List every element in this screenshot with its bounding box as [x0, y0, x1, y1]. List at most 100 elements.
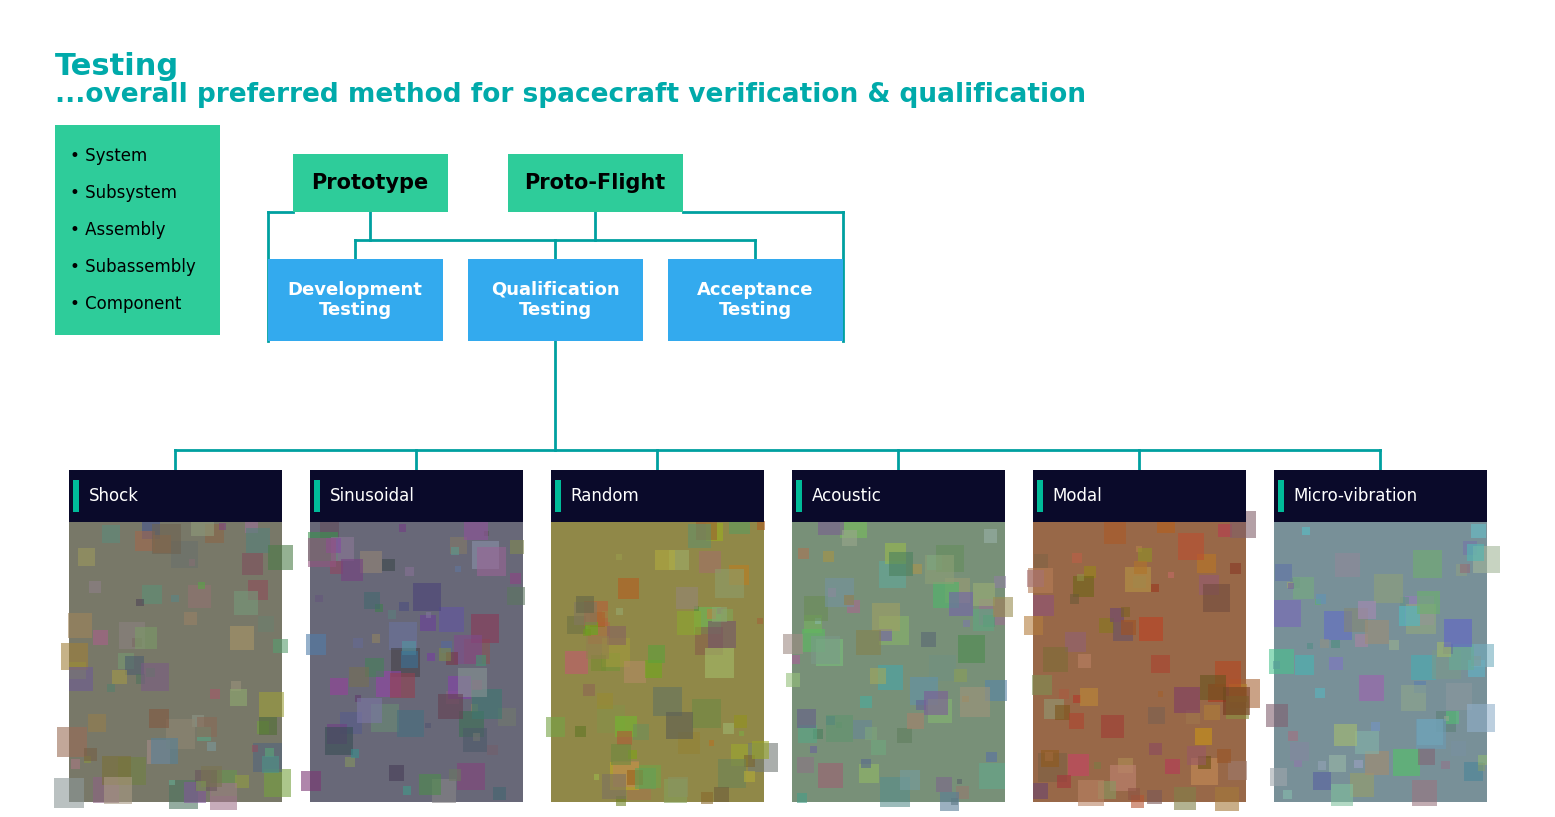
Bar	[1057, 775, 1070, 788]
Bar	[1274, 470, 1487, 522]
Bar	[267, 545, 292, 570]
Bar	[816, 639, 843, 666]
Bar	[1113, 622, 1132, 641]
Bar	[617, 578, 639, 599]
Bar	[372, 634, 381, 643]
Bar	[1451, 741, 1466, 757]
Bar	[473, 690, 502, 719]
Bar	[1135, 547, 1141, 552]
Bar	[135, 627, 157, 650]
Bar	[84, 748, 98, 761]
Bar	[390, 648, 420, 676]
Bar	[358, 698, 383, 723]
Bar	[1202, 584, 1230, 612]
Bar	[93, 777, 118, 802]
Bar	[852, 720, 872, 739]
Bar	[314, 480, 319, 512]
Bar	[714, 788, 729, 802]
Bar	[137, 599, 143, 606]
Bar	[669, 550, 689, 570]
Bar	[54, 778, 84, 808]
Bar	[169, 780, 199, 809]
Bar	[936, 545, 964, 572]
Text: ...overall preferred method for spacecraft verification & qualification: ...overall preferred method for spacecra…	[54, 82, 1085, 108]
Bar	[697, 519, 717, 540]
Bar	[1404, 596, 1434, 625]
Bar	[258, 717, 277, 735]
Text: Micro-vibration: Micro-vibration	[1294, 487, 1418, 505]
Bar	[1023, 616, 1043, 635]
Bar	[1294, 760, 1302, 767]
Bar	[1302, 527, 1309, 535]
Bar	[796, 792, 807, 803]
Bar	[426, 723, 431, 728]
Bar	[473, 542, 499, 569]
Bar	[574, 601, 597, 625]
Bar	[925, 555, 953, 584]
Bar	[597, 705, 625, 733]
Bar	[375, 604, 383, 612]
Bar	[757, 521, 765, 529]
Bar	[1110, 765, 1137, 791]
Bar	[591, 654, 606, 671]
Bar	[1033, 783, 1048, 799]
Bar	[1165, 759, 1180, 775]
Bar	[675, 587, 698, 609]
Bar	[712, 607, 728, 623]
Bar	[678, 611, 701, 635]
Bar	[1266, 704, 1288, 726]
Bar	[253, 743, 281, 772]
Bar	[1274, 600, 1302, 627]
Bar	[1449, 645, 1474, 670]
Bar	[818, 763, 843, 788]
Bar	[232, 681, 241, 691]
Bar	[196, 781, 205, 791]
Bar	[1121, 607, 1130, 617]
Bar	[149, 709, 169, 729]
Bar	[465, 639, 490, 664]
Bar	[1445, 716, 1449, 721]
Bar	[406, 567, 414, 576]
Bar	[1417, 719, 1446, 749]
Bar	[1228, 684, 1247, 702]
Bar	[84, 756, 92, 763]
Bar	[1473, 546, 1499, 573]
Bar	[847, 600, 860, 613]
Bar	[972, 583, 995, 605]
Bar	[810, 747, 816, 753]
Text: Acoustic: Acoustic	[812, 487, 882, 505]
Bar	[706, 523, 723, 541]
Bar	[706, 609, 717, 618]
Bar	[1320, 639, 1328, 648]
Bar	[928, 699, 952, 722]
Bar	[602, 774, 627, 798]
Bar	[1288, 583, 1294, 589]
Bar	[791, 655, 801, 663]
Bar	[230, 626, 253, 650]
Bar	[980, 599, 1005, 625]
Text: Proto-Flight: Proto-Flight	[524, 173, 666, 193]
Bar	[154, 535, 171, 553]
Bar	[68, 662, 86, 679]
Bar	[1471, 524, 1487, 538]
Bar	[1432, 650, 1460, 679]
Bar	[292, 154, 448, 212]
Bar	[390, 673, 415, 698]
Bar	[463, 728, 487, 752]
Bar	[118, 623, 146, 650]
Bar	[1292, 577, 1314, 599]
Bar	[451, 547, 459, 555]
Bar	[1446, 683, 1473, 710]
Bar	[1468, 660, 1485, 677]
Bar	[1230, 679, 1260, 708]
Bar	[142, 521, 160, 539]
Bar	[624, 661, 645, 683]
Bar	[1095, 762, 1101, 770]
Bar	[945, 578, 970, 603]
Bar	[1466, 704, 1494, 732]
Bar	[1375, 574, 1404, 604]
Bar	[907, 712, 924, 730]
Bar	[1218, 524, 1232, 538]
Bar	[748, 743, 778, 772]
Bar	[302, 771, 320, 791]
